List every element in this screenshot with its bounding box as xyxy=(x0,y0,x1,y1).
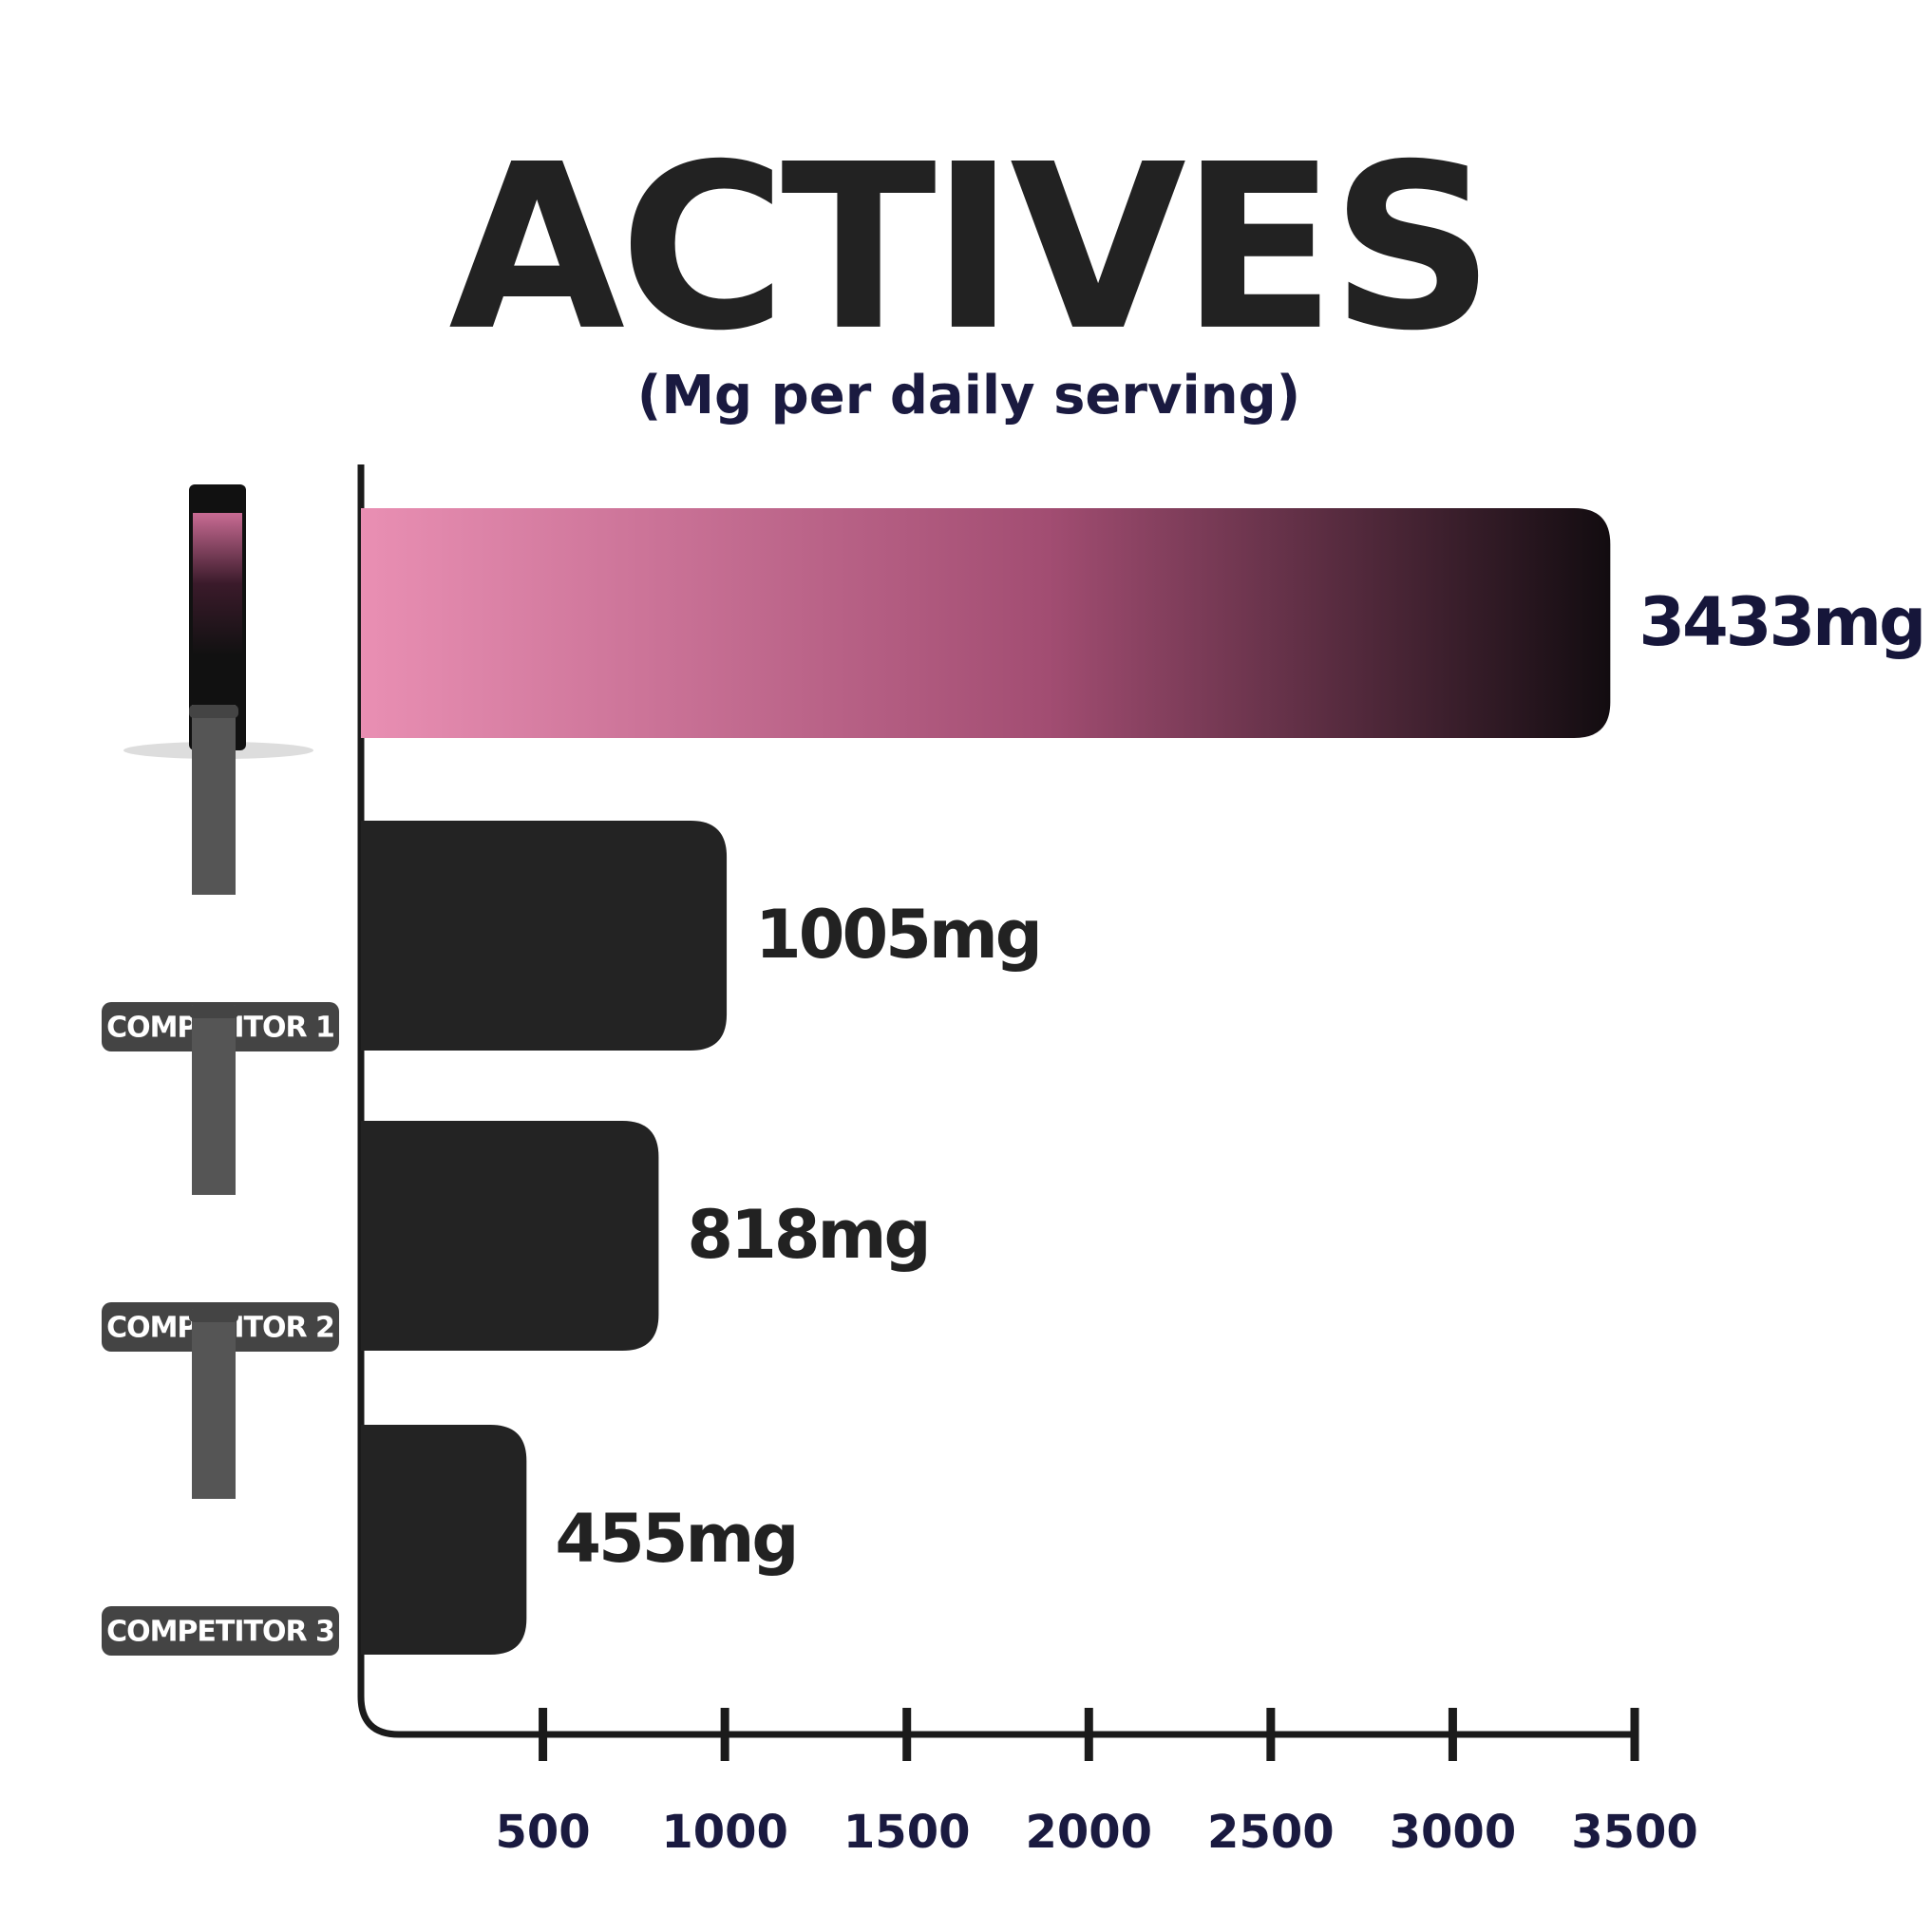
category-badge xyxy=(102,1606,339,1656)
bar xyxy=(361,508,1611,738)
bar xyxy=(361,1425,527,1655)
axis xyxy=(357,464,1635,1738)
competitor-tube-cap xyxy=(189,1309,238,1322)
competitor-tube xyxy=(192,1309,236,1499)
x-tick-label: 2500 xyxy=(1207,1806,1335,1859)
competitor-tube xyxy=(192,1005,236,1195)
x-tick-label: 3000 xyxy=(1390,1806,1517,1859)
x-tick-label: 1500 xyxy=(843,1806,971,1859)
x-tick-label: 1000 xyxy=(661,1806,788,1859)
bar xyxy=(361,821,728,1051)
competitor-tube-cap xyxy=(189,705,238,718)
product-tube xyxy=(123,484,313,759)
competitor-tube-cap xyxy=(189,1005,238,1018)
value-label: 818mg xyxy=(687,1196,928,1274)
x-tick-label: 2000 xyxy=(1025,1806,1152,1859)
value-label: 3433mg xyxy=(1638,583,1923,661)
chart-subtitle: (Mg per daily serving) xyxy=(637,365,1301,426)
x-tick-label: 500 xyxy=(495,1806,590,1859)
value-label: 1005mg xyxy=(755,896,1040,974)
value-label: 455mg xyxy=(555,1500,796,1578)
chart-title: ACTIVES xyxy=(448,115,1488,381)
competitor-tube xyxy=(192,705,236,895)
category-label: COMPETITOR 3 xyxy=(106,1616,334,1649)
x-tick-label: 3500 xyxy=(1571,1806,1698,1859)
bar xyxy=(361,1121,659,1351)
